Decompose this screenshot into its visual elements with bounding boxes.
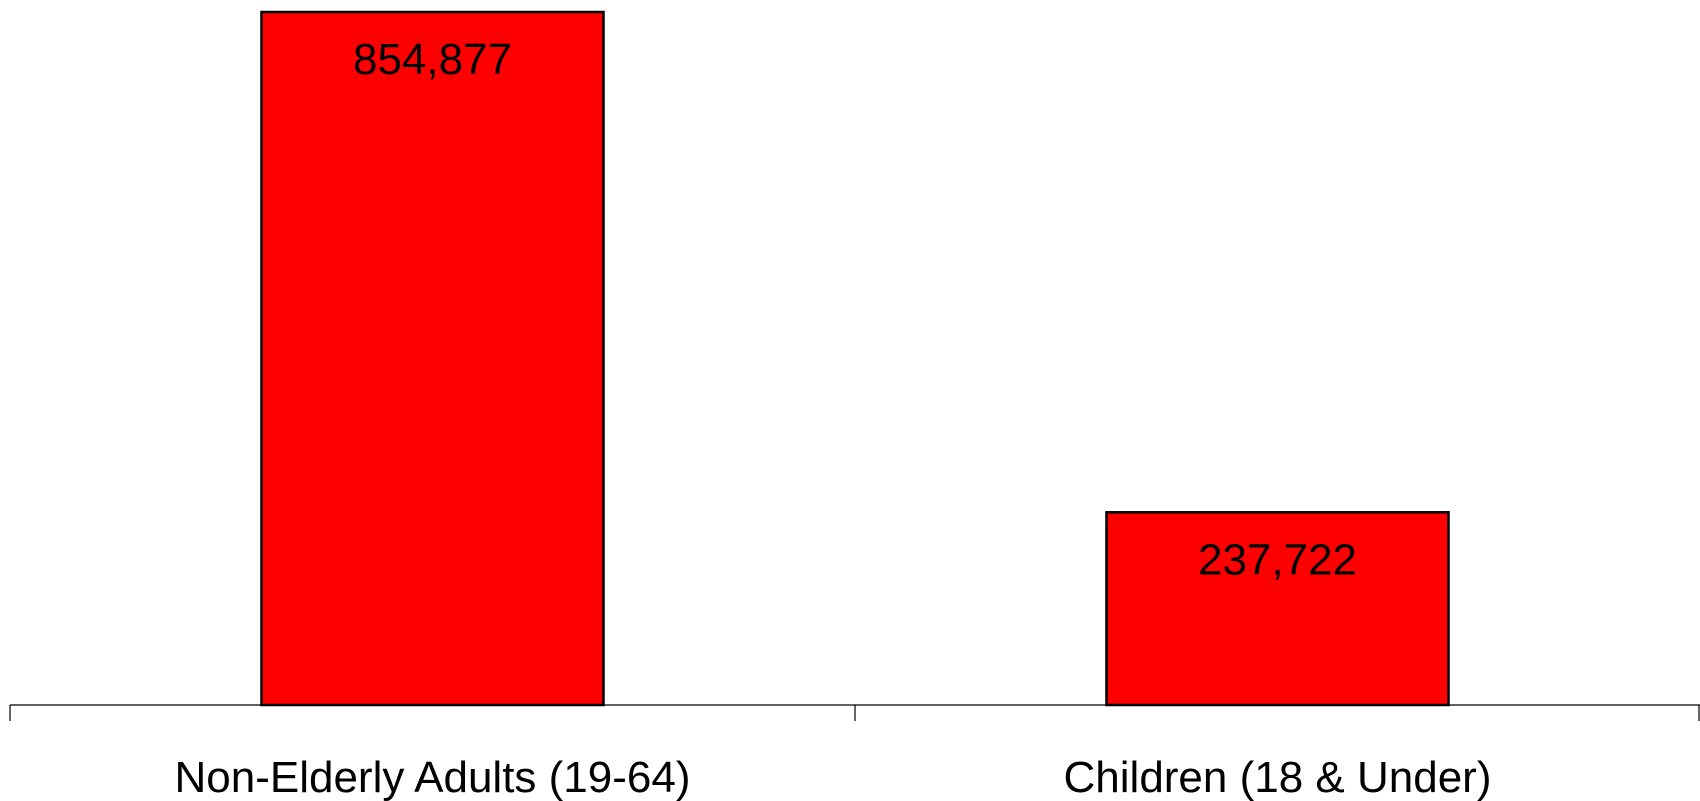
bar bbox=[260, 10, 605, 707]
x-tick-label: Children (18 & Under) bbox=[1064, 753, 1492, 801]
labels-layer: 854,877 Non-Elderly Adults (19-64) 237,722… bbox=[174, 35, 1491, 801]
bars-layer bbox=[260, 10, 1450, 707]
data-label: 854,877 bbox=[353, 35, 512, 84]
x-tick-label: Non-Elderly Adults (19-64) bbox=[174, 753, 690, 801]
bar bbox=[1105, 511, 1450, 707]
x-axis bbox=[9, 704, 1700, 721]
data-label: 237,722 bbox=[1198, 535, 1357, 584]
